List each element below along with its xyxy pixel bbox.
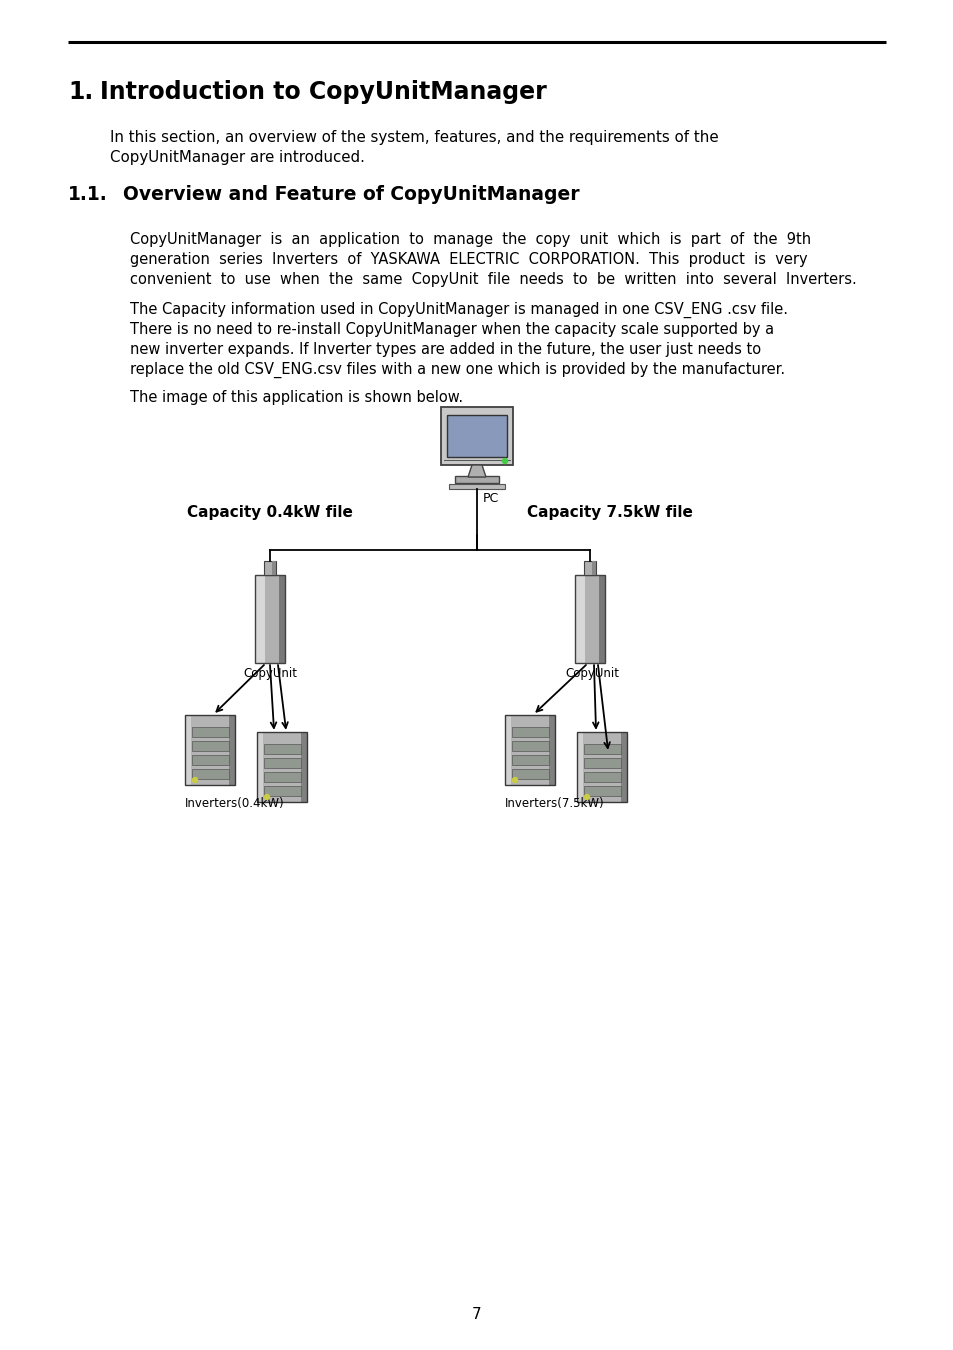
Polygon shape xyxy=(254,575,265,663)
Polygon shape xyxy=(191,716,229,784)
Text: CopyUnit: CopyUnit xyxy=(564,667,618,680)
Text: Introduction to CopyUnitManager: Introduction to CopyUnitManager xyxy=(100,80,546,104)
FancyBboxPatch shape xyxy=(583,786,620,796)
Polygon shape xyxy=(620,732,626,802)
Polygon shape xyxy=(504,716,511,784)
Polygon shape xyxy=(468,464,485,477)
Text: 7: 7 xyxy=(472,1307,481,1322)
Circle shape xyxy=(502,459,507,463)
Polygon shape xyxy=(185,716,191,784)
FancyBboxPatch shape xyxy=(192,728,229,737)
Text: new inverter expands. If Inverter types are added in the future, the user just n: new inverter expands. If Inverter types … xyxy=(130,342,760,356)
Text: CopyUnitManager  is  an  application  to  manage  the  copy  unit  which  is  pa: CopyUnitManager is an application to man… xyxy=(130,232,810,247)
Text: Capacity 0.4kW file: Capacity 0.4kW file xyxy=(187,505,353,520)
Circle shape xyxy=(264,795,269,799)
FancyBboxPatch shape xyxy=(264,562,275,575)
Circle shape xyxy=(193,778,197,783)
Text: PC: PC xyxy=(482,491,498,505)
Text: 1.1.: 1.1. xyxy=(68,185,108,204)
Text: The Capacity information used in CopyUnitManager is managed in one CSV_ENG .csv : The Capacity information used in CopyUni… xyxy=(130,302,787,319)
Polygon shape xyxy=(229,716,234,784)
FancyBboxPatch shape xyxy=(264,744,301,755)
Circle shape xyxy=(584,795,589,799)
Polygon shape xyxy=(256,732,263,802)
Text: Overview and Feature of CopyUnitManager: Overview and Feature of CopyUnitManager xyxy=(123,185,579,204)
FancyBboxPatch shape xyxy=(583,757,620,768)
FancyBboxPatch shape xyxy=(447,414,506,458)
FancyBboxPatch shape xyxy=(264,772,301,782)
Text: The image of this application is shown below.: The image of this application is shown b… xyxy=(130,390,462,405)
Text: Capacity 7.5kW file: Capacity 7.5kW file xyxy=(526,505,692,520)
Polygon shape xyxy=(272,562,275,575)
Polygon shape xyxy=(585,575,598,663)
FancyBboxPatch shape xyxy=(264,757,301,768)
Circle shape xyxy=(512,778,517,783)
Polygon shape xyxy=(263,732,301,802)
FancyBboxPatch shape xyxy=(449,485,504,489)
Text: In this section, an overview of the system, features, and the requirements of th: In this section, an overview of the syst… xyxy=(110,130,718,144)
Text: CopyUnitManager are introduced.: CopyUnitManager are introduced. xyxy=(110,150,364,165)
Polygon shape xyxy=(265,575,278,663)
FancyBboxPatch shape xyxy=(440,406,513,464)
FancyBboxPatch shape xyxy=(512,755,548,765)
Text: There is no need to re-install CopyUnitManager when the capacity scale supported: There is no need to re-install CopyUnitM… xyxy=(130,323,773,338)
FancyBboxPatch shape xyxy=(583,772,620,782)
Polygon shape xyxy=(598,575,604,663)
FancyBboxPatch shape xyxy=(192,741,229,751)
Polygon shape xyxy=(577,732,582,802)
FancyBboxPatch shape xyxy=(583,744,620,755)
FancyBboxPatch shape xyxy=(512,741,548,751)
Polygon shape xyxy=(575,575,585,663)
Text: Inverters(0.4kW): Inverters(0.4kW) xyxy=(185,796,285,810)
Polygon shape xyxy=(301,732,307,802)
FancyBboxPatch shape xyxy=(512,769,548,779)
Polygon shape xyxy=(582,732,620,802)
Polygon shape xyxy=(548,716,555,784)
FancyBboxPatch shape xyxy=(512,728,548,737)
FancyBboxPatch shape xyxy=(192,755,229,765)
Text: 1.: 1. xyxy=(68,80,93,104)
Text: replace the old CSV_ENG.csv files with a new one which is provided by the manufa: replace the old CSV_ENG.csv files with a… xyxy=(130,362,784,378)
Text: CopyUnit: CopyUnit xyxy=(243,667,296,680)
Polygon shape xyxy=(592,562,596,575)
FancyBboxPatch shape xyxy=(192,769,229,779)
Polygon shape xyxy=(511,716,548,784)
FancyBboxPatch shape xyxy=(264,786,301,796)
Text: convenient  to  use  when  the  same  CopyUnit  file  needs  to  be  written  in: convenient to use when the same CopyUnit… xyxy=(130,271,856,288)
Text: Inverters(7.5kW): Inverters(7.5kW) xyxy=(505,796,604,810)
Text: generation  series  Inverters  of  YASKAWA  ELECTRIC  CORPORATION.  This  produc: generation series Inverters of YASKAWA E… xyxy=(130,252,807,267)
FancyBboxPatch shape xyxy=(455,477,498,483)
FancyBboxPatch shape xyxy=(583,562,596,575)
Polygon shape xyxy=(278,575,285,663)
